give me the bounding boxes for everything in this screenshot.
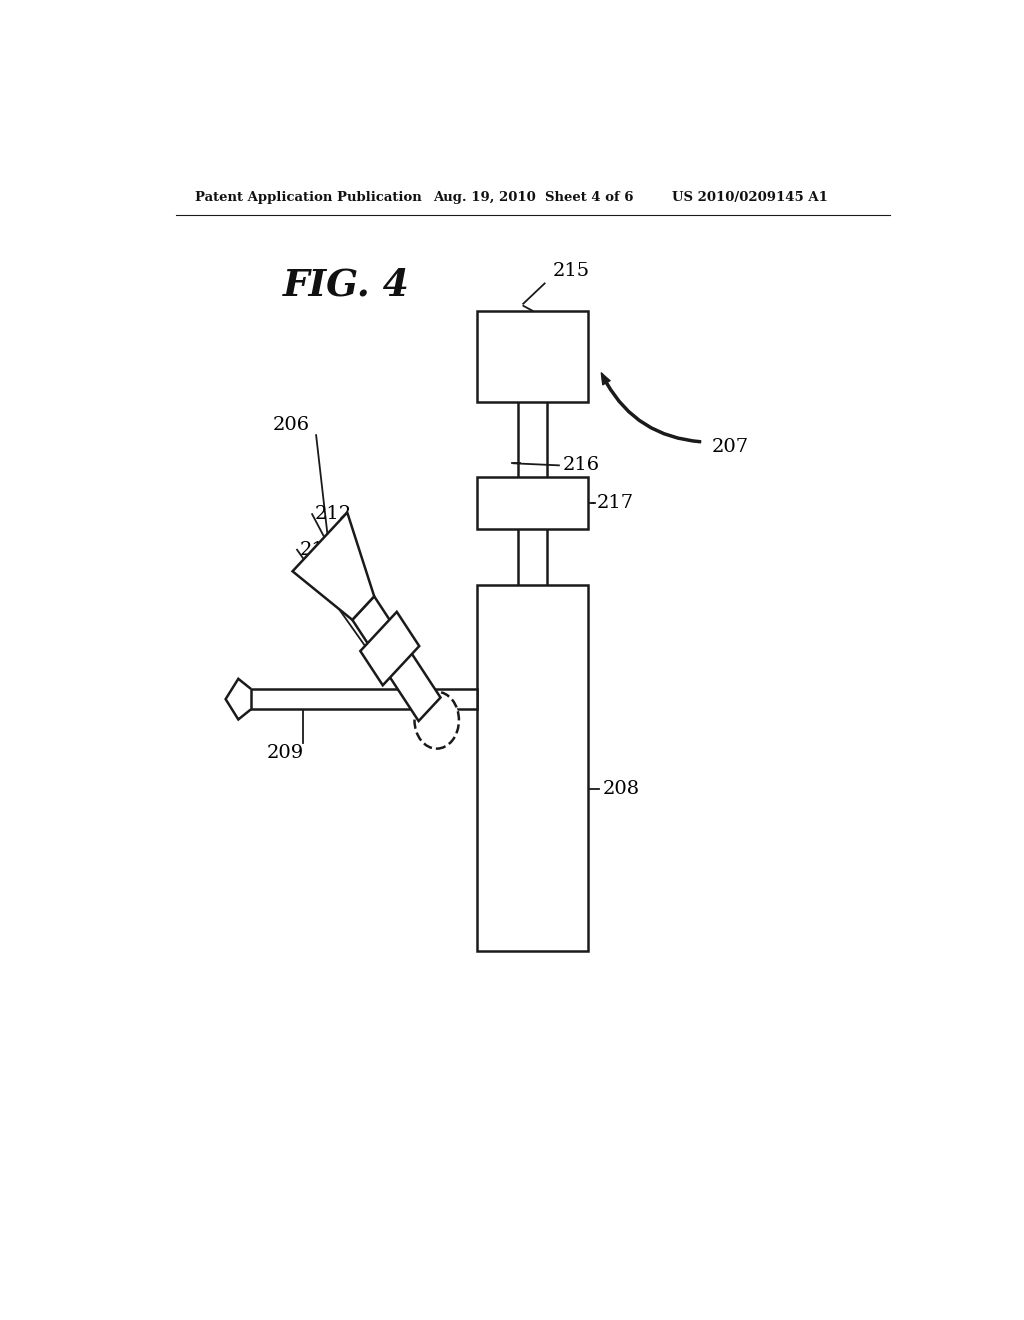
- Text: 212: 212: [314, 506, 351, 523]
- Polygon shape: [360, 612, 419, 685]
- Text: 217: 217: [596, 494, 634, 512]
- FancyArrowPatch shape: [601, 372, 700, 442]
- Text: 208: 208: [602, 780, 640, 797]
- Bar: [477, 585, 589, 952]
- Bar: [477, 312, 589, 403]
- Text: 209: 209: [267, 744, 304, 762]
- Text: 207: 207: [712, 438, 749, 455]
- Bar: [251, 689, 477, 709]
- Polygon shape: [293, 512, 374, 620]
- Text: Patent Application Publication: Patent Application Publication: [196, 190, 422, 203]
- Text: 215: 215: [553, 263, 590, 280]
- Text: Aug. 19, 2010  Sheet 4 of 6: Aug. 19, 2010 Sheet 4 of 6: [433, 190, 634, 203]
- Text: US 2010/0209145 A1: US 2010/0209145 A1: [672, 190, 827, 203]
- Text: 213: 213: [299, 541, 337, 558]
- Text: FIG. 4: FIG. 4: [283, 267, 410, 304]
- Bar: [477, 477, 589, 529]
- Text: 206: 206: [272, 416, 309, 434]
- Polygon shape: [352, 597, 440, 721]
- Circle shape: [415, 692, 459, 748]
- Text: 216: 216: [563, 457, 600, 474]
